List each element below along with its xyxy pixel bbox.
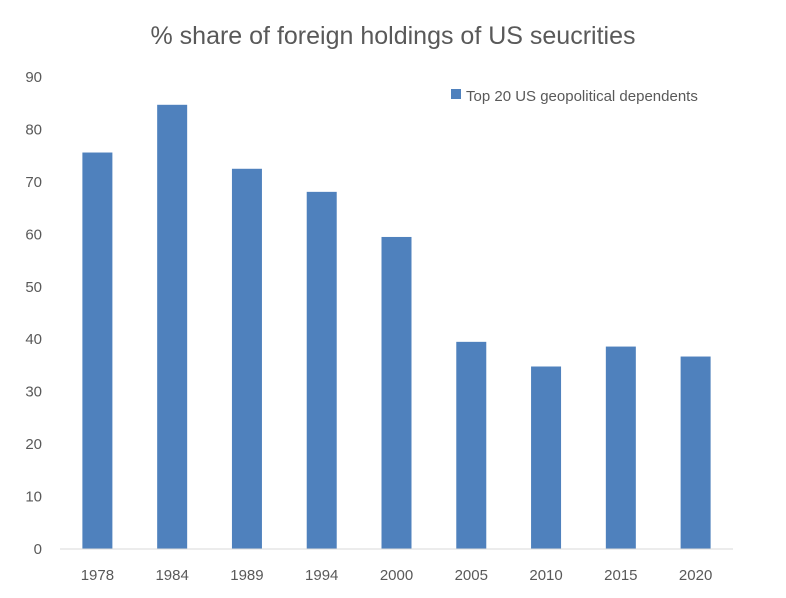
- y-tick-label: 10: [25, 489, 42, 506]
- x-tick-label: 2005: [455, 567, 488, 584]
- x-tick-label: 1989: [230, 567, 263, 584]
- y-tick-label: 40: [25, 331, 42, 348]
- bar-2005: [456, 341, 487, 549]
- y-tick-label: 70: [25, 174, 42, 191]
- y-tick-label: 30: [25, 384, 42, 401]
- legend: Top 20 US geopolitical dependents: [451, 88, 698, 105]
- y-tick-label: 0: [34, 541, 42, 558]
- bar-2015: [605, 346, 636, 549]
- legend-swatch: [451, 89, 461, 99]
- chart-title: % share of foreign holdings of US seucri…: [151, 22, 636, 50]
- y-tick-label: 90: [25, 69, 42, 86]
- x-tick-label: 1978: [81, 567, 114, 584]
- x-tick-label: 1984: [155, 567, 188, 584]
- x-axis-ticks: 1978 1984 1989 1994 2000 2005 2010 2015 2020: [81, 567, 713, 584]
- y-tick-label: 50: [25, 279, 42, 296]
- y-axis-ticks: 0 10 20 30 40 50 60 70 80 90: [25, 69, 42, 558]
- y-tick-label: 60: [25, 226, 42, 243]
- bar-2020: [680, 356, 711, 549]
- bar-1978: [82, 152, 113, 549]
- y-tick-label: 20: [25, 436, 42, 453]
- bar-1989: [231, 168, 262, 549]
- bar-2000: [381, 236, 412, 549]
- bar-2010: [531, 366, 562, 549]
- bar-series: [82, 104, 711, 549]
- x-tick-label: 2010: [529, 567, 562, 584]
- legend-label: Top 20 US geopolitical dependents: [466, 88, 698, 105]
- x-tick-label: 2020: [679, 567, 712, 584]
- x-tick-label: 2000: [380, 567, 413, 584]
- x-tick-label: 2015: [604, 567, 637, 584]
- y-tick-label: 80: [25, 121, 42, 138]
- bar-1994: [306, 191, 337, 549]
- x-tick-label: 1994: [305, 567, 338, 584]
- bar-1984: [157, 104, 188, 549]
